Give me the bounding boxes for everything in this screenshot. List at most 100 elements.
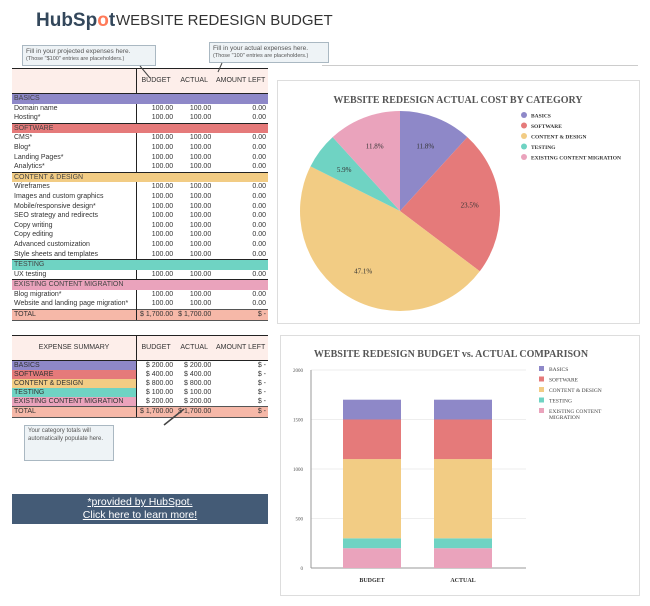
- pie-slice: [332, 111, 400, 211]
- amount-input[interactable]: 100.00: [189, 300, 212, 308]
- amount-input[interactable]: 100.00: [189, 231, 212, 239]
- amount-input[interactable]: 0.00: [252, 143, 266, 151]
- amount-input[interactable]: 100.00: [189, 114, 212, 122]
- amount-input[interactable]: 100.00: [151, 202, 174, 210]
- amount-input[interactable]: 100.00: [189, 250, 212, 258]
- learn-more-link[interactable]: *provided by HubSpot. Click here to learn…: [12, 494, 268, 524]
- amount-input[interactable]: 100.00: [151, 104, 174, 112]
- amount-input[interactable]: 100.00: [189, 143, 212, 151]
- item-name: Domain name: [12, 103, 137, 114]
- amount-input[interactable]: 0.00: [252, 163, 266, 171]
- amount-input[interactable]: 100.00: [189, 183, 212, 191]
- amount-input[interactable]: 0.00: [252, 270, 266, 278]
- table-row: Advanced customization 100.00 100.00 0.00: [12, 239, 268, 250]
- amount-input[interactable]: 100.00: [151, 221, 174, 229]
- legend-swatch: [539, 397, 544, 403]
- legend-label: BASICS: [549, 367, 568, 373]
- bar-segment: [434, 419, 492, 460]
- amount-input[interactable]: 100.00: [151, 212, 174, 220]
- slice-label: 11.8%: [416, 143, 434, 151]
- amount-input[interactable]: 100.00: [189, 270, 212, 278]
- bar-segment: [343, 399, 401, 420]
- item-name: Blog*: [12, 142, 137, 153]
- y-tick-label: 2000: [293, 369, 304, 374]
- amount-input[interactable]: 100.00: [151, 163, 174, 171]
- amount-input[interactable]: 100.00: [151, 231, 174, 239]
- total-cell: $ 1,700.00: [136, 406, 176, 418]
- amount-input[interactable]: 100.00: [151, 300, 174, 308]
- bar-segment: [343, 538, 401, 549]
- table-row: Hosting* 100.00 100.00 0.00: [12, 113, 268, 124]
- amount-input[interactable]: 0.00: [252, 231, 266, 239]
- legend-label: EXISTING CONTENT MIGRATION: [531, 156, 621, 162]
- summary-value: $ 100.00: [145, 389, 174, 396]
- legend-swatch: [539, 376, 544, 382]
- amount-input[interactable]: 100.00: [189, 192, 212, 200]
- amount-input[interactable]: 0.00: [252, 221, 266, 229]
- category-label: TESTING: [12, 259, 268, 270]
- amount-input[interactable]: 100.00: [189, 202, 212, 210]
- amount-input[interactable]: 0.00: [252, 290, 266, 298]
- x-tick-label: BUDGET: [359, 578, 384, 584]
- amount-input[interactable]: 100.00: [151, 270, 174, 278]
- column-header: AMOUNT LEFT: [213, 335, 268, 361]
- total-cell: $ 1,700.00: [175, 406, 214, 418]
- item-name: UX testing: [12, 269, 137, 280]
- amount-input[interactable]: 100.00: [189, 134, 212, 142]
- amount-input[interactable]: 100.00: [189, 104, 212, 112]
- category-label: SOFTWARE: [12, 122, 268, 134]
- amount-input[interactable]: 0.00: [252, 192, 266, 200]
- amount-input[interactable]: 100.00: [151, 290, 174, 298]
- amount-input[interactable]: 100.00: [189, 290, 212, 298]
- amount-input[interactable]: 100.00: [189, 163, 212, 171]
- amount-input[interactable]: 100.00: [151, 183, 174, 191]
- amount-input[interactable]: 0.00: [252, 212, 266, 220]
- pie-slice: [310, 137, 400, 211]
- bar-chart: WEBSITE REDESIGN BUDGET vs. ACTUAL COMPA…: [293, 349, 602, 584]
- amount-input[interactable]: 100.00: [151, 134, 174, 142]
- category-label: EXISTING CONTENT MIGRATION: [12, 279, 268, 290]
- amount-input[interactable]: 0.00: [252, 183, 266, 191]
- amount-input[interactable]: 0.00: [252, 114, 266, 122]
- bar-chart-panel: WEBSITE REDESIGN BUDGET vs. ACTUAL COMPA…: [280, 335, 640, 596]
- legend-label: BASICS: [531, 114, 551, 120]
- amount-input[interactable]: 0.00: [252, 134, 266, 142]
- amount-input[interactable]: 100.00: [151, 153, 174, 161]
- category-row: SOFTWARE: [12, 122, 268, 134]
- amount-input[interactable]: 0.00: [252, 104, 266, 112]
- amount-input[interactable]: 100.00: [151, 192, 174, 200]
- summary-row: CONTENT & DESIGN $ 800.00 $ 800.00 $ -: [12, 379, 268, 388]
- summary-value: $ -: [257, 380, 266, 387]
- amount-input[interactable]: 100.00: [189, 221, 212, 229]
- bar-segment: [434, 399, 492, 420]
- amount-input[interactable]: 0.00: [252, 300, 266, 308]
- bar-segment: [434, 548, 492, 568]
- amount-input[interactable]: 0.00: [252, 153, 266, 161]
- amount-input[interactable]: 100.00: [151, 250, 174, 258]
- amount-input[interactable]: 100.00: [151, 143, 174, 151]
- table-row: UX testing 100.00 100.00 0.00: [12, 269, 268, 280]
- table-row: Landing Pages* 100.00 100.00 0.00: [12, 152, 268, 163]
- amount-input[interactable]: 0.00: [252, 240, 266, 248]
- amount-input[interactable]: 0.00: [252, 250, 266, 258]
- slice-label: 47.1%: [354, 268, 372, 276]
- legend-label: SOFTWARE: [531, 124, 562, 130]
- amount-input[interactable]: 100.00: [151, 114, 174, 122]
- total-cell: TOTAL: [12, 406, 137, 418]
- bar-segment: [434, 459, 492, 539]
- legend-label: CONTENT & DESIGN: [531, 135, 587, 141]
- expense-summary-table: EXPENSE SUMMARY BUDGET ACTUAL AMOUNT LEFT BA…: [12, 335, 268, 418]
- item-name: Hosting*: [12, 113, 137, 124]
- amount-input[interactable]: 0.00: [252, 202, 266, 210]
- amount-input[interactable]: 100.00: [189, 153, 212, 161]
- item-name: SEO strategy and redirects: [12, 211, 137, 221]
- y-tick-label: 500: [296, 518, 304, 523]
- legend-label: MIGRATION: [549, 415, 580, 421]
- amount-input[interactable]: 100.00: [189, 212, 212, 220]
- table-row: SEO strategy and redirects 100.00 100.00 0.…: [12, 211, 268, 221]
- item-name: Copy writing: [12, 220, 137, 231]
- pie-slice: [400, 137, 500, 272]
- amount-input[interactable]: 100.00: [151, 240, 174, 248]
- summary-value: $ 200.00: [175, 360, 214, 370]
- amount-input[interactable]: 100.00: [189, 240, 212, 248]
